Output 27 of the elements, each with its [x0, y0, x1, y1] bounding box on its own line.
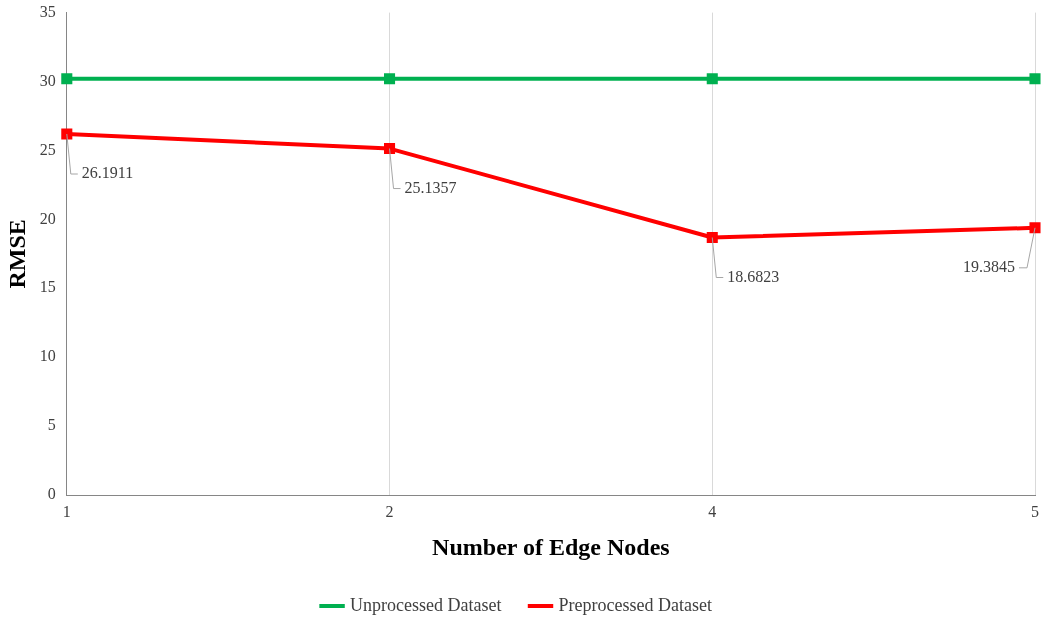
x-axis-title: Number of Edge Nodes [432, 533, 670, 560]
y-tick-label: 10 [39, 347, 56, 365]
y-tick-label: 15 [39, 278, 56, 296]
x-tick-label: 5 [1031, 502, 1039, 520]
point [706, 73, 718, 85]
point [706, 231, 718, 244]
data-label: 18.6823 [727, 267, 780, 285]
y-axis-title: RMSE [3, 219, 30, 289]
y-tick-label: 5 [47, 416, 56, 434]
point [61, 73, 73, 85]
data-label: 25.1357 [404, 178, 457, 196]
point [384, 73, 396, 85]
data-label: 19.3845 [963, 258, 1015, 276]
point [1029, 73, 1041, 85]
x-tick-label: 4 [708, 502, 717, 520]
y-tick-label: 25 [39, 140, 56, 158]
x-tick-label: 1 [62, 502, 71, 520]
legend-label: Unprocessed Dataset [350, 594, 502, 615]
data-label: 26.1911 [81, 164, 134, 182]
y-tick-label: 20 [39, 209, 56, 227]
point [384, 143, 396, 155]
point [1029, 222, 1041, 234]
y-tick-label: 35 [39, 2, 56, 20]
y-tick-label: 0 [47, 485, 56, 503]
x-tick-label: 2 [385, 502, 394, 520]
legend-label: Preprocessed Dataset [558, 594, 712, 615]
y-tick-label: 30 [39, 71, 56, 89]
